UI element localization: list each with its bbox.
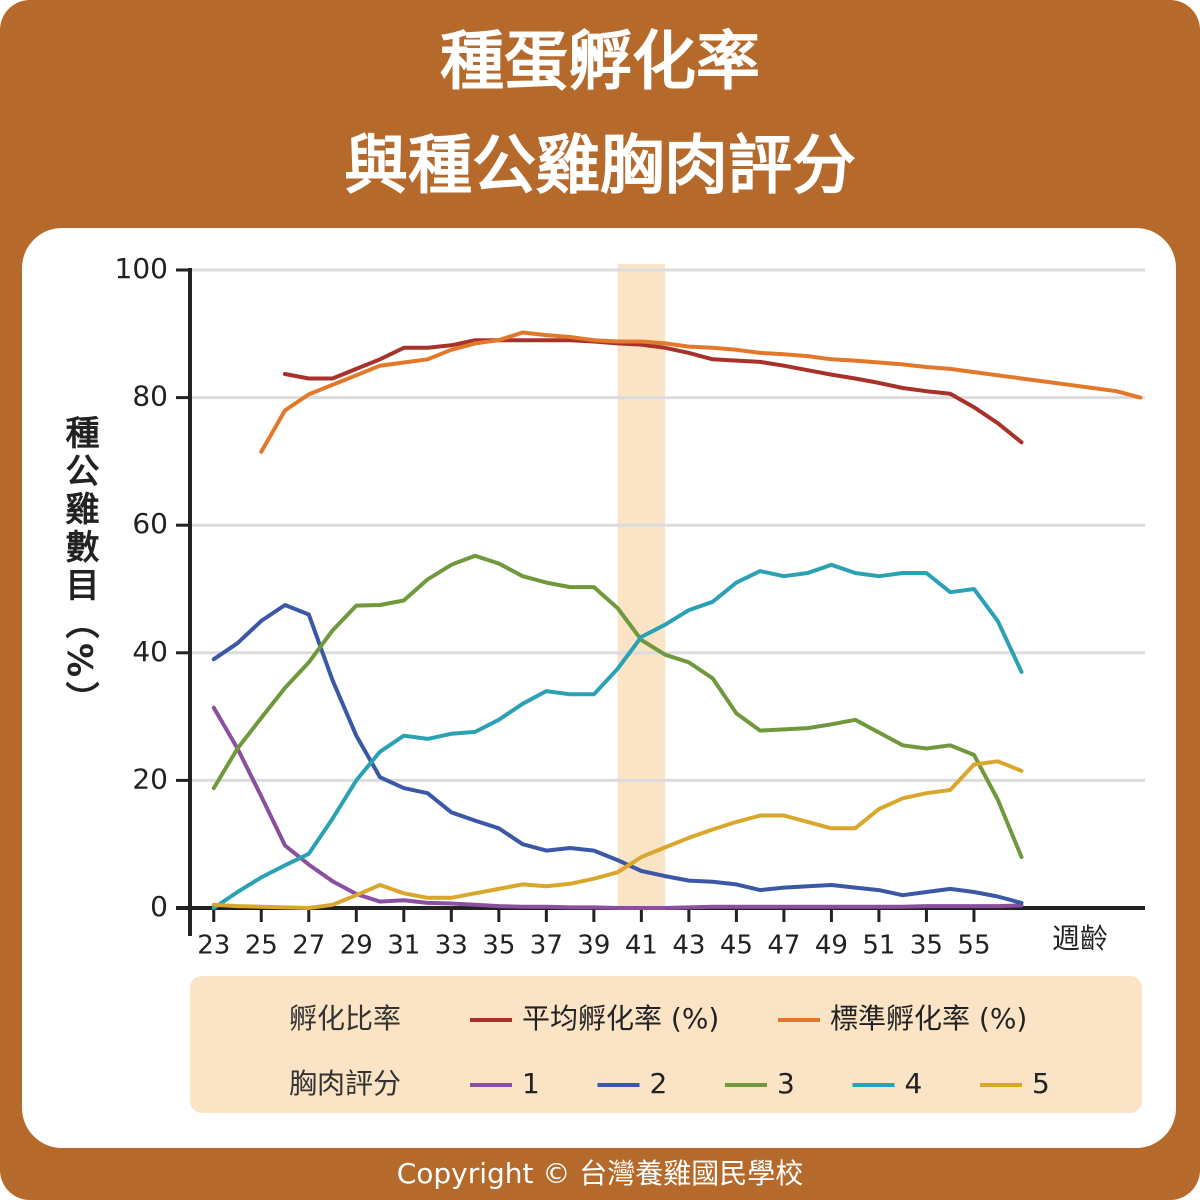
legend-group-label: 胸肉評分 [289, 1067, 401, 1100]
x-tick-label: 37 [530, 931, 563, 961]
x-axis-label: 週齡 [1052, 922, 1108, 955]
x-tick-label: 49 [815, 931, 848, 961]
legend-label: 2 [650, 1067, 668, 1100]
x-tick-label: 43 [672, 931, 705, 961]
y-tick-label: 100 [115, 252, 168, 285]
legend-label: 4 [905, 1067, 923, 1100]
series-line [211, 553, 1024, 859]
legend-label: 3 [777, 1067, 795, 1100]
x-tick-label: 23 [197, 931, 230, 961]
y-tick-label: 60 [132, 507, 168, 540]
x-tick-label: 47 [767, 931, 800, 961]
y-tick-label: 40 [132, 635, 168, 668]
x-tick-label: 31 [387, 931, 420, 961]
legend-group-label: 孵化比率 [289, 1002, 401, 1035]
x-tick-label: 45 [720, 931, 753, 961]
title-line: 種蛋孵化率 [440, 26, 760, 100]
y-tick-label: 80 [132, 380, 168, 413]
series-line [211, 603, 1024, 905]
x-tick-label: 25 [245, 931, 278, 961]
x-tick-label: 35 [910, 931, 943, 961]
y-axis-label: 種公雞數目（%） [59, 415, 99, 720]
x-tick-label: 29 [340, 931, 373, 961]
series-line [211, 759, 1024, 910]
series-line [211, 562, 1024, 910]
x-tick-label: 41 [625, 931, 658, 961]
x-tick-label: 27 [292, 931, 325, 961]
x-tick-label: 35 [482, 931, 515, 961]
highlight-band [617, 264, 666, 908]
series-line [283, 338, 1024, 445]
y-tick-label: 20 [132, 762, 168, 795]
legend-label: 1 [522, 1067, 540, 1100]
legend-label: 5 [1032, 1067, 1050, 1100]
legend-box [190, 976, 1142, 1113]
x-tick-label: 55 [957, 931, 990, 961]
legend-label: 平均孵化率 (%) [522, 1002, 719, 1035]
footer: Copyright © 台灣養雞國民學校 [397, 1157, 804, 1190]
x-tick-label: 33 [435, 931, 468, 961]
x-tick-label: 39 [577, 931, 610, 961]
y-tick-label: 0 [150, 890, 168, 923]
x-tick-label: 51 [862, 931, 895, 961]
title-line: 與種公雞胸肉評分 [344, 130, 856, 204]
legend-label: 標準孵化率 (%) [830, 1002, 1027, 1035]
series-line [259, 330, 1143, 454]
series-line [211, 705, 1024, 910]
